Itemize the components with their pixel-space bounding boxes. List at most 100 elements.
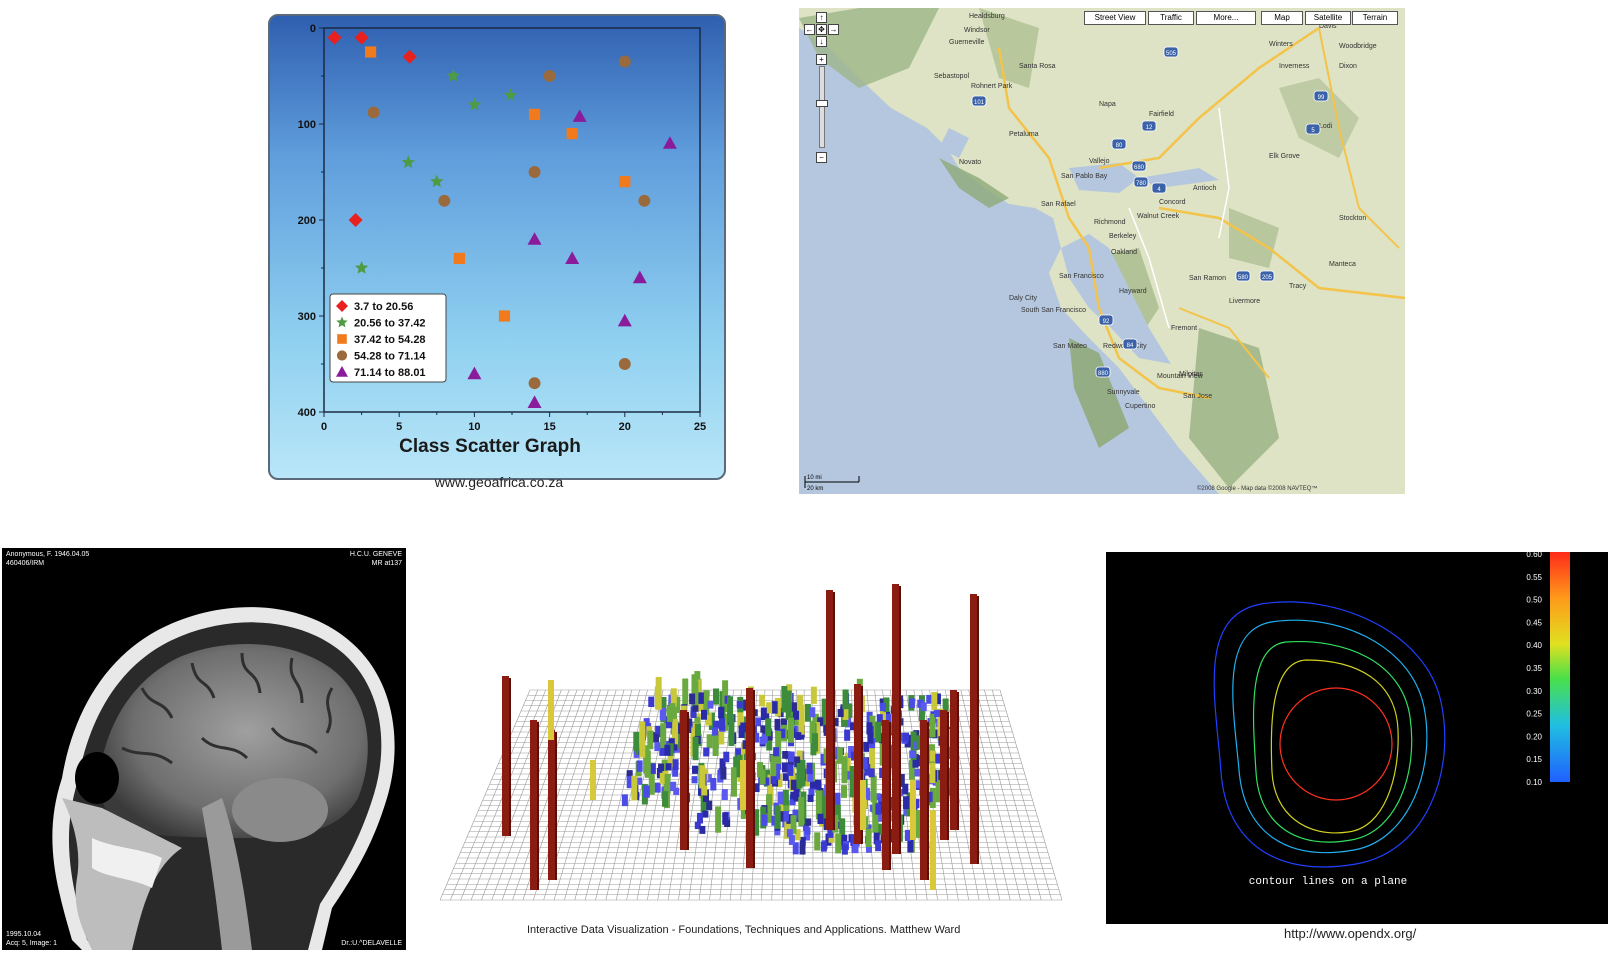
data-block xyxy=(869,747,876,778)
data-block xyxy=(774,697,781,717)
data-block xyxy=(649,763,656,774)
highway-shield-99: 99 xyxy=(1313,90,1329,102)
pan-up-button[interactable]: ↑ xyxy=(816,12,827,23)
data-block xyxy=(788,835,795,845)
cerebellum xyxy=(232,778,328,842)
data-block xyxy=(907,839,914,853)
data-block xyxy=(845,771,852,780)
map-type-button[interactable]: Map xyxy=(1261,11,1303,25)
data-block xyxy=(767,774,774,805)
map-place-label: Tracy xyxy=(1289,283,1307,290)
colorbar-tick-label: 0.40 xyxy=(1526,641,1542,650)
data-block xyxy=(827,828,834,838)
map-copyright: ©2008 Google - Map data ©2008 NAVTEQ™ xyxy=(1197,485,1317,492)
data-block xyxy=(667,705,674,722)
mri-scan xyxy=(52,607,395,950)
data-block xyxy=(792,842,799,855)
svg-text:5: 5 xyxy=(1311,128,1315,134)
data-point-star xyxy=(467,97,482,111)
pan-left-button[interactable]: ← xyxy=(804,24,815,35)
map-place-label: San Francisco xyxy=(1059,273,1104,280)
pan-down-button[interactable]: ↓ xyxy=(816,36,827,47)
data-block xyxy=(621,794,628,807)
contour-0.30 xyxy=(1252,640,1413,843)
data-block xyxy=(722,812,729,825)
street-view-button[interactable]: Street View xyxy=(1084,11,1146,25)
data-block xyxy=(906,792,913,817)
data-block xyxy=(778,796,785,821)
data-block xyxy=(868,768,875,778)
map-place-label: Vallejo xyxy=(1089,158,1110,165)
pan-right-button[interactable]: → xyxy=(828,24,839,35)
legend-marker-star xyxy=(336,316,348,328)
satellite-button[interactable]: Satellite xyxy=(1305,11,1351,25)
terrain-button[interactable]: Terrain xyxy=(1352,11,1398,25)
data-block xyxy=(926,694,933,704)
highway-shield-5: 5 xyxy=(1305,123,1321,135)
data-block xyxy=(898,774,905,787)
mri-image-panel: Anonymous, F. 1946.04.05 460406/IRM H.C.… xyxy=(2,548,406,950)
data-block xyxy=(815,790,822,820)
data-block xyxy=(777,791,784,805)
highway-shield-880: 880 xyxy=(1095,366,1111,378)
svg-text:99: 99 xyxy=(1318,95,1325,101)
data-point-square xyxy=(498,310,511,322)
data-point-star xyxy=(401,155,415,169)
3d-bar-map-panel xyxy=(440,580,1090,925)
data-block xyxy=(667,755,674,771)
traffic-button[interactable]: Traffic xyxy=(1148,11,1194,25)
data-block xyxy=(760,707,767,721)
data-block xyxy=(809,779,816,790)
data-block xyxy=(837,708,844,718)
data-block xyxy=(737,702,744,728)
data-block xyxy=(692,680,699,706)
scanner-id: MR at137 xyxy=(371,560,402,567)
colorbar-tick-label: 0.50 xyxy=(1526,596,1542,605)
data-block xyxy=(775,761,782,770)
data-block xyxy=(929,713,936,738)
scan-date: 1995.10.04 xyxy=(6,931,42,938)
zoom-out-button[interactable]: − xyxy=(816,152,827,163)
data-block xyxy=(738,725,745,738)
data-block xyxy=(691,765,698,774)
yellow-bar xyxy=(910,780,916,840)
data-point-circle xyxy=(367,106,380,119)
zoom-slider-handle[interactable] xyxy=(816,100,828,107)
map-panel[interactable]: Healdsburg Windsor Santa Rosa Guerneville Se… xyxy=(799,8,1405,494)
legend-label: 3.7 to 20.56 xyxy=(354,301,413,313)
data-block xyxy=(850,722,857,731)
x-tick-label: 15 xyxy=(543,421,555,433)
legend-marker-circle xyxy=(336,350,348,361)
data-block xyxy=(672,718,679,745)
pan-center-button[interactable]: ✥ xyxy=(816,24,827,35)
zoom-slider[interactable] xyxy=(819,66,825,148)
map-canvas[interactable]: Healdsburg Windsor Santa Rosa Guerneville Se… xyxy=(799,8,1405,494)
data-block xyxy=(715,806,722,833)
data-block xyxy=(782,751,789,759)
data-block xyxy=(691,776,698,784)
data-block xyxy=(876,714,883,726)
data-block xyxy=(666,718,673,729)
data-block xyxy=(792,809,799,819)
highway-shield-101: 101 xyxy=(971,95,987,107)
data-block xyxy=(712,735,719,756)
data-block xyxy=(636,760,643,772)
contour-label: contour lines on a plane xyxy=(1249,876,1407,888)
more-button[interactable]: More... xyxy=(1196,11,1256,25)
data-block xyxy=(790,779,797,790)
highway-shield-92: 92 xyxy=(1098,314,1114,326)
data-block xyxy=(708,712,715,731)
map-place-label: Livermore xyxy=(1229,298,1260,305)
data-point-square xyxy=(619,176,631,188)
data-block xyxy=(763,777,770,786)
zoom-in-button[interactable]: + xyxy=(816,54,827,65)
svg-text:4: 4 xyxy=(1157,187,1161,193)
data-block xyxy=(759,694,766,707)
y-tick-label: 100 xyxy=(298,119,316,131)
svg-text:84: 84 xyxy=(1127,343,1134,349)
svg-text:80: 80 xyxy=(1116,143,1123,149)
data-block xyxy=(877,812,884,822)
data-block xyxy=(776,773,783,788)
data-block xyxy=(694,821,701,830)
data-block xyxy=(916,755,923,767)
